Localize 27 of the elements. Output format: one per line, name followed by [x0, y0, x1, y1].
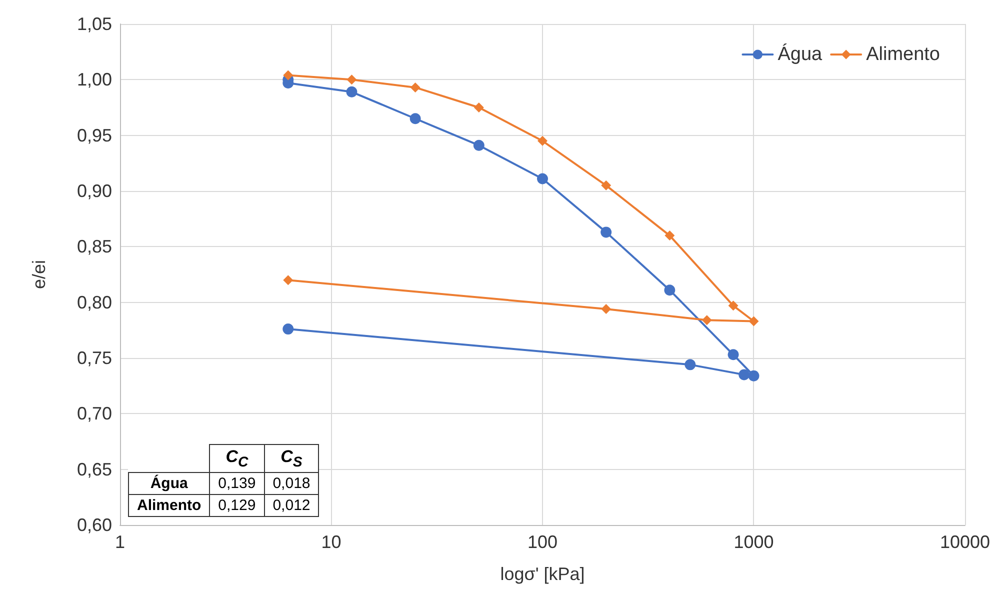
x-tick-label: 1 — [114, 532, 126, 552]
y-tick-label: 0,80 — [76, 292, 112, 312]
x-axis-title: logσ' [kPa] — [500, 564, 585, 584]
annotation: C$_{C}$ — [210, 444, 264, 473]
y-tick-label: 0,60 — [76, 515, 112, 535]
y-tick-label: 1,05 — [76, 14, 112, 34]
y-tick-label: 1,00 — [76, 70, 112, 90]
x-tick-label: 10 — [321, 532, 342, 552]
annotation: C$_{S}$ — [264, 444, 319, 473]
annotation: 0,129 — [210, 494, 264, 517]
x-tick-label: 10000 — [940, 532, 990, 552]
annotation: Água — [128, 472, 210, 495]
annotation: 0,139 — [210, 472, 264, 495]
y-tick-label: 0,65 — [76, 459, 112, 480]
y-axis-title: e/ei — [29, 260, 49, 290]
annotation: 0,018 — [264, 472, 319, 495]
annotation: 0,012 — [264, 494, 319, 517]
y-tick-label: 0,95 — [76, 125, 112, 146]
annotation: Alimento — [128, 494, 210, 517]
x-tick-label: 1000 — [734, 532, 774, 552]
legend-label: Alimento — [866, 44, 940, 65]
y-tick-label: 0,90 — [76, 181, 112, 201]
legend-label: Água — [778, 43, 823, 65]
x-tick-label: 100 — [527, 532, 558, 552]
y-tick-label: 0,75 — [76, 348, 112, 368]
y-tick-label: 0,70 — [76, 404, 112, 424]
y-tick-label: 0,85 — [76, 236, 112, 257]
